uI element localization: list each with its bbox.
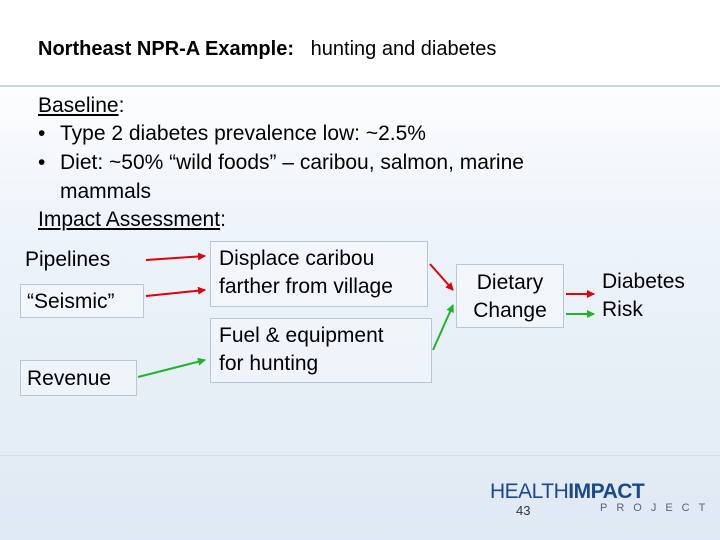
outcome-diabetes-risk-line2: Risk xyxy=(602,298,643,321)
arrow-pipelines-to-displace xyxy=(145,252,206,261)
impact-heading: Impact Assessment: xyxy=(38,208,226,232)
title-band xyxy=(0,0,720,85)
bullet-dot: • xyxy=(38,122,46,145)
bullet-text-continued: mammals xyxy=(60,180,152,203)
effect-dietary-change-line2: Change xyxy=(473,299,547,322)
effect-fuel-equipment-line2: for hunting xyxy=(219,352,319,375)
logo-project: PROJECT xyxy=(600,502,715,514)
logo-wordmark: HEALTHIMPACT xyxy=(490,480,645,504)
source-revenue-label: Revenue xyxy=(27,367,112,390)
effect-dietary-change: Dietary Change xyxy=(456,264,564,328)
source-revenue: Revenue xyxy=(20,360,137,396)
health-impact-project-logo: HEALTHIMPACT PROJECT xyxy=(490,480,705,520)
logo-health: HEALTH xyxy=(490,480,569,503)
slide-title-bold: Northeast NPR-A Example: xyxy=(38,38,294,60)
effect-displace-caribou-line1: Displace caribou xyxy=(219,247,375,270)
footer-divider xyxy=(0,455,720,456)
baseline-heading: Baseline: xyxy=(38,94,124,118)
outcome-diabetes-risk-line1: Diabetes xyxy=(602,270,685,293)
arrow-displace-to-dietary xyxy=(429,263,454,291)
source-pipelines-label: Pipelines xyxy=(25,248,111,271)
arrow-fuel-to-dietary xyxy=(432,304,454,351)
slide-title: Northeast NPR-A Example: hunting and dia… xyxy=(38,38,496,61)
slide-title-rest: hunting and diabetes xyxy=(310,38,497,60)
baseline-bullet-2-continued: mammals xyxy=(60,180,151,204)
source-seismic: “Seismic” xyxy=(20,284,144,318)
outcome-diabetes-risk: Diabetes Risk xyxy=(596,264,700,328)
arrow-revenue-to-fuel xyxy=(137,357,206,378)
effect-displace-caribou: Displace caribou farther from village xyxy=(210,241,428,307)
arrow-seismic-to-displace xyxy=(145,286,206,297)
source-seismic-label: “Seismic” xyxy=(27,290,115,313)
logo-impact: IMPACT xyxy=(568,480,645,503)
impact-heading-colon: : xyxy=(220,208,226,231)
effect-dietary-change-line1: Dietary xyxy=(476,271,544,294)
bullet-text: Diet: ~50% “wild foods” – caribou, salmo… xyxy=(60,151,524,174)
page-number: 43 xyxy=(516,503,531,518)
effect-fuel-equipment: Fuel & equipment for hunting xyxy=(210,318,432,383)
bullet-dot: • xyxy=(38,151,46,174)
baseline-bullet-1: • Type 2 diabetes prevalence low: ~2.5% xyxy=(38,122,426,146)
bullet-text: Type 2 diabetes prevalence low: ~2.5% xyxy=(60,122,426,145)
impact-heading-text: Impact Assessment xyxy=(38,208,221,231)
baseline-heading-colon: : xyxy=(118,94,125,117)
baseline-bullet-2: • Diet: ~50% “wild foods” – caribou, salm… xyxy=(38,151,524,175)
source-pipelines: Pipelines xyxy=(20,244,145,276)
baseline-heading-text: Baseline xyxy=(38,94,119,117)
effect-fuel-equipment-line1: Fuel & equipment xyxy=(219,324,384,347)
title-divider xyxy=(0,85,720,87)
effect-displace-caribou-line2: farther from village xyxy=(219,275,393,298)
